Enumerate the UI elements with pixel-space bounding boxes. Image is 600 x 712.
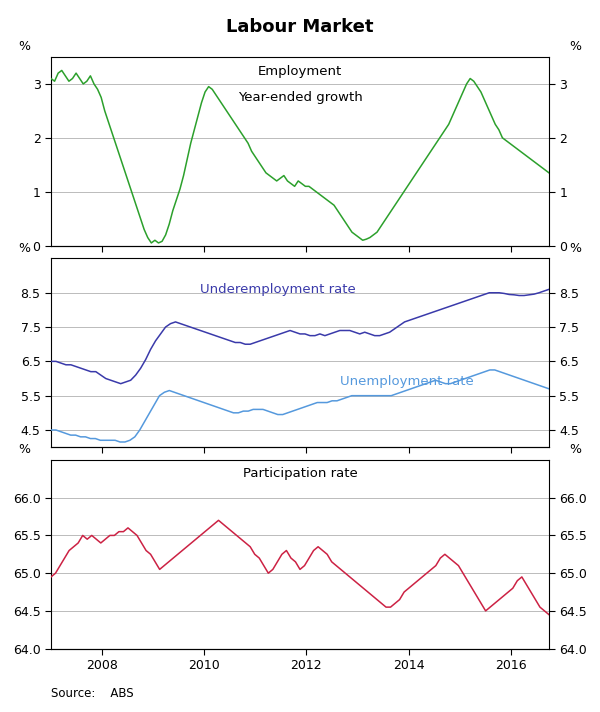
Text: %: %: [19, 443, 31, 456]
Text: Participation rate: Participation rate: [242, 468, 358, 481]
Text: Employment: Employment: [258, 65, 342, 78]
Text: Year-ended growth: Year-ended growth: [238, 91, 362, 104]
Text: %: %: [19, 241, 31, 255]
Text: %: %: [569, 443, 581, 456]
Text: %: %: [569, 40, 581, 53]
Text: Unemployment rate: Unemployment rate: [340, 375, 473, 389]
Text: Labour Market: Labour Market: [226, 18, 374, 36]
Text: Underemployment rate: Underemployment rate: [200, 283, 356, 296]
Text: Source:    ABS: Source: ABS: [51, 687, 134, 700]
Text: %: %: [19, 40, 31, 53]
Text: %: %: [569, 241, 581, 255]
